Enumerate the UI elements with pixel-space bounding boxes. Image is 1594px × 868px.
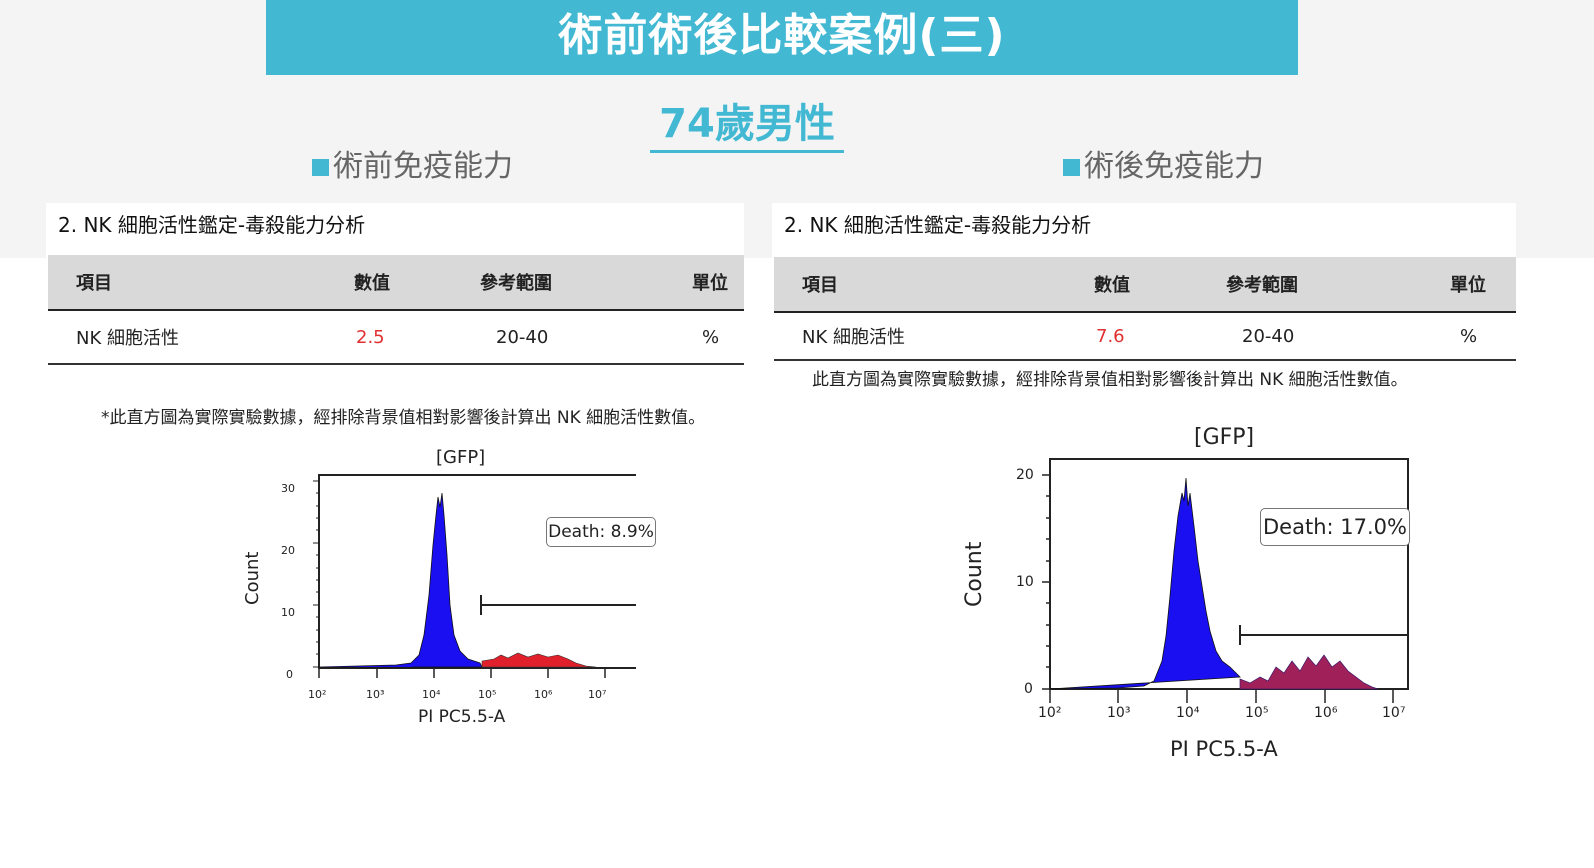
patient-subtitle: 74歲男性 [650,98,844,153]
section-label-text: 術前免疫能力 [333,149,513,184]
section-label-after: 術後免疫能力 [1063,147,1264,187]
y-tick: 10 [1016,574,1034,590]
histogram-plot [1042,458,1409,703]
y-tick: 10 [281,606,295,619]
panel-after: 2. NK 細胞活性鑑定-毒殺能力分析 項目 數值 參考範圍 單位 7.6 NK… [772,203,1516,768]
x-tick: 10⁴ [422,688,441,701]
header-range: 參考範圍 [1226,275,1298,296]
header-range: 參考範圍 [480,273,552,294]
header-value: 數值 [354,273,390,294]
row-unit: % [702,326,720,348]
header-unit: 單位 [692,273,728,294]
y-tick: 20 [1016,467,1034,483]
table-row: 7.6 NK 細胞活性 20-40 % [774,313,1516,361]
death-percentage-label: Death: 8.9% [546,517,656,547]
row-range: 20-40 [1242,325,1295,347]
section-label-before: 術前免疫能力 [312,147,513,187]
x-tick: 10⁶ [1314,705,1338,721]
square-bullet-icon [1063,158,1080,176]
panel-heading: 2. NK 細胞活性鑑定-毒殺能力分析 [772,203,1516,253]
x-tick: 10³ [1107,705,1131,721]
x-tick: 10³ [366,688,385,701]
x-tick: 10⁵ [1245,705,1269,721]
row-value: 2.5 [356,326,385,348]
x-tick: 10⁴ [1176,705,1200,721]
table-header: 項目 數值 參考範圍 單位 [48,255,744,311]
row-item: NK 細胞活性 [802,327,905,348]
y-tick: 30 [281,482,295,495]
row-value: 7.6 [1096,325,1125,347]
x-axis-label: PI PC5.5-A [1170,737,1278,761]
header-unit: 單位 [1450,275,1486,296]
square-bullet-icon [312,158,329,176]
x-tick: 10⁷ [1382,705,1406,721]
page-title: 術前術後比較案例(三) [266,0,1298,75]
x-axis-label: PI PC5.5-A [418,707,506,727]
panel-before: 2. NK 細胞活性鑑定-毒殺能力分析 項目 數值 參考範圍 單位 NK 細胞活… [46,203,744,738]
histogram-plot [313,474,636,678]
x-tick: 10⁵ [478,688,497,701]
x-tick: 10⁷ [588,688,607,701]
y-tick: 20 [281,544,295,557]
row-item: NK 細胞活性 [76,328,179,349]
chart-title: [GFP] [436,447,486,468]
chart-title: [GFP] [1194,425,1255,450]
histogram-chart-before: [GFP] Count PI PC5.5-A 0 10 20 30 10² 10… [236,445,656,735]
section-label-text: 術後免疫能力 [1084,149,1264,184]
y-tick: 0 [1024,681,1033,697]
x-tick: 10² [1038,705,1062,721]
x-tick: 10⁶ [534,688,553,701]
histogram-note: 此直方圖為實際實驗數據，經排除背景值相對影響後計算出 NK 細胞活性數值。 [812,370,1408,390]
header-value: 數值 [1094,275,1130,296]
panel-heading: 2. NK 細胞活性鑑定-毒殺能力分析 [46,203,744,253]
histogram-chart-after: [GFP] Count PI PC5.5-A 0 10 20 10² 10³ 1… [958,421,1418,766]
table-row: NK 細胞活性 2.5 20-40 % [48,311,744,365]
histogram-note: *此直方圖為實際實驗數據，經排除背景值相對影響後計算出 NK 細胞活性數值。 [101,408,706,428]
header-item: 項目 [76,273,112,294]
death-percentage-label: Death: 17.0% [1260,508,1410,546]
table-header: 項目 數值 參考範圍 單位 [774,257,1516,313]
row-range: 20-40 [496,326,549,348]
x-tick: 10² [308,688,327,701]
y-tick: 0 [286,668,293,681]
row-unit: % [1460,325,1478,347]
header-item: 項目 [802,275,838,296]
